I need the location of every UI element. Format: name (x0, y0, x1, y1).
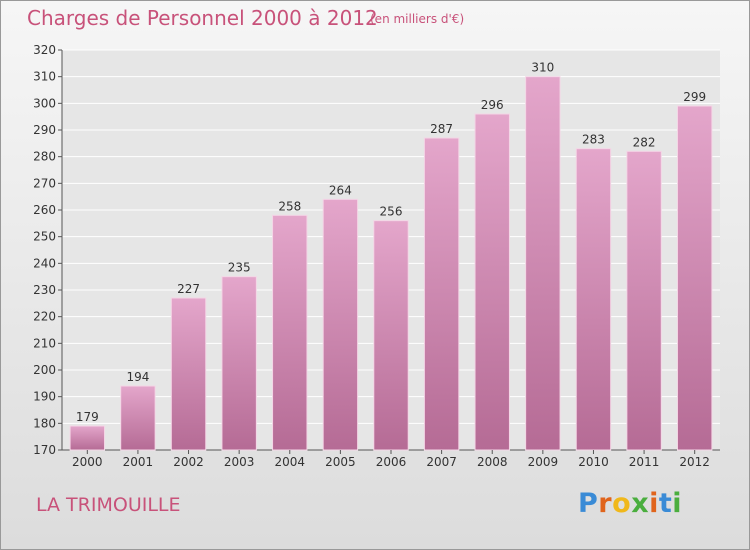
y-tick-label: 290 (33, 123, 56, 137)
y-tick-label: 170 (33, 443, 56, 457)
bar (676, 105, 713, 451)
bar (272, 214, 308, 451)
plot-area: 170 180 190 200 210 220 230 240 250 260 270 280 290 3… (33, 43, 720, 469)
bar (575, 148, 612, 451)
bar-value-label: 283 (582, 133, 605, 147)
x-tick-label: 2008 (477, 455, 508, 469)
x-tick-label: 2006 (376, 455, 407, 469)
x-tick-label: 2003 (224, 455, 255, 469)
x-tick-label: 2012 (679, 455, 710, 469)
y-tick-label: 280 (33, 150, 56, 164)
x-tick-label: 2004 (274, 455, 305, 469)
x-tick-label: 2002 (173, 455, 204, 469)
y-tick-label: 320 (33, 43, 56, 57)
chart-unit: (en milliers d'€) (370, 12, 465, 26)
x-tick-label: 2005 (325, 455, 356, 469)
proxiti-logo: Proxiti (578, 488, 683, 519)
y-tick-label: 260 (33, 203, 56, 217)
bar-value-label: 287 (430, 122, 453, 136)
bar-value-label: 256 (380, 205, 403, 219)
x-tick-label: 2010 (578, 455, 609, 469)
bar-value-label: 264 (329, 183, 352, 197)
bar-value-label: 235 (228, 261, 251, 275)
y-tick-label: 310 (33, 70, 56, 84)
y-tick-label: 190 (33, 390, 56, 404)
bar (525, 76, 561, 451)
bar (626, 150, 662, 451)
commune-name: LA TRIMOUILLE (36, 494, 181, 516)
y-tick-label: 200 (33, 363, 56, 377)
bar-value-label: 310 (531, 61, 554, 75)
x-tick-label: 2009 (528, 455, 559, 469)
bar (120, 385, 156, 451)
bar-value-label: 227 (177, 282, 200, 296)
bar-value-label: 179 (76, 410, 99, 424)
x-tick-label: 2011 (629, 455, 660, 469)
chart-title: Charges de Personnel 2000 à 2012 (27, 6, 378, 30)
bar-value-label: 258 (278, 199, 301, 213)
x-tick-label: 2007 (426, 455, 457, 469)
bar (221, 276, 257, 451)
y-tick-label: 220 (33, 310, 56, 324)
y-tick-label: 250 (33, 230, 56, 244)
bar (170, 297, 207, 451)
bar-value-label: 296 (481, 98, 504, 112)
bar (69, 425, 106, 451)
y-tick-label: 270 (33, 176, 56, 190)
bar-value-label: 194 (126, 370, 149, 384)
y-tick-label: 180 (33, 416, 56, 430)
y-tick-label: 240 (33, 256, 56, 270)
y-tick-label: 210 (33, 336, 56, 350)
x-tick-label: 2000 (72, 455, 103, 469)
bar (474, 113, 510, 451)
bar (322, 198, 359, 451)
bar (373, 220, 409, 451)
bar (423, 137, 460, 451)
y-tick-label: 230 (33, 283, 56, 297)
y-tick-label: 300 (33, 96, 56, 110)
x-tick-label: 2001 (123, 455, 154, 469)
bar-value-label: 299 (683, 90, 706, 104)
bar-value-label: 282 (633, 135, 656, 149)
